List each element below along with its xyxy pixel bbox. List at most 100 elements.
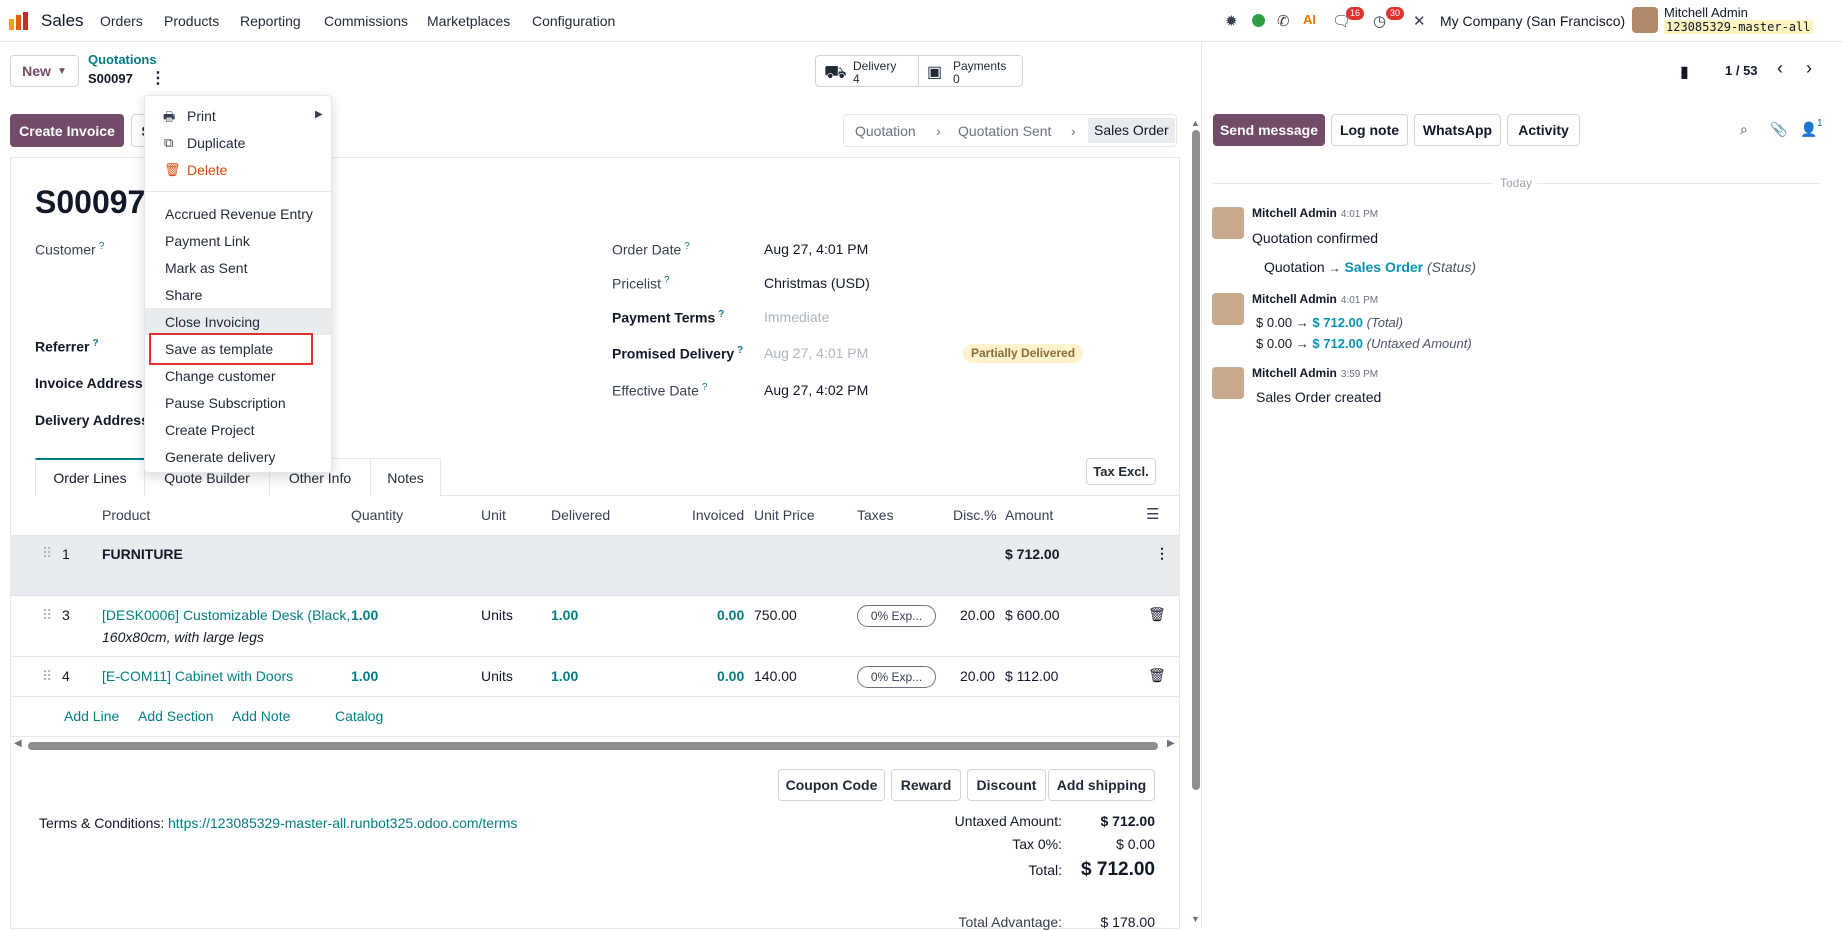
row-tax-tag[interactable]: 0% Exp...	[857, 666, 936, 688]
add-section-link[interactable]: Add Section	[138, 708, 214, 724]
message-author[interactable]: Mitchell Admin 4:01 PM	[1252, 206, 1378, 220]
row-product[interactable]: [DESK0006] Customizable Desk (Black,	[102, 607, 351, 623]
drag-handle-icon[interactable]: ⠿	[42, 545, 53, 561]
scroll-up-icon[interactable]: ▲	[1191, 118, 1200, 128]
row-unit-price[interactable]: 140.00	[754, 668, 797, 684]
help-icon[interactable]: ?	[737, 345, 744, 356]
section-name[interactable]: FURNITURE	[102, 546, 183, 562]
bug-icon[interactable]: ✹	[1225, 13, 1238, 30]
vertical-scrollbar[interactable]	[1192, 130, 1200, 790]
search-icon[interactable]: ⌕	[1740, 121, 1748, 137]
row-discount[interactable]: 20.00	[960, 668, 996, 684]
table-row[interactable]	[10, 596, 1180, 657]
menu-duplicate[interactable]: Duplicate	[187, 135, 246, 151]
status-quotation[interactable]: Quotation	[855, 123, 916, 139]
pager-value[interactable]: 1 / 53	[1725, 63, 1758, 78]
scroll-left-icon[interactable]: ◀	[14, 738, 22, 749]
row-description[interactable]: 160x80cm, with large legs	[102, 629, 264, 645]
trash-icon[interactable]: 🗑	[1148, 667, 1166, 683]
help-icon[interactable]: ?	[701, 382, 708, 393]
row-unit-price[interactable]: 750.00	[754, 607, 797, 623]
row-tax-tag[interactable]: 0% Exp...	[857, 605, 936, 627]
status-sales-order[interactable]: Sales Order	[1088, 118, 1175, 143]
author-avatar[interactable]	[1212, 367, 1244, 399]
reward-button[interactable]: Reward	[891, 769, 961, 801]
company-switcher[interactable]: My Company (San Francisco)	[1440, 13, 1626, 29]
menu-delete[interactable]: Delete	[187, 162, 228, 178]
drag-handle-icon[interactable]: ⠿	[42, 668, 53, 684]
menu-commissions[interactable]: Commissions	[324, 13, 409, 29]
col-unit-price[interactable]: Unit Price	[754, 507, 815, 523]
pager-next-icon[interactable]: ›	[1806, 58, 1812, 78]
effective-date-value[interactable]: Aug 27, 4:02 PM	[764, 382, 869, 398]
col-product[interactable]: Product	[102, 507, 151, 523]
col-delivered[interactable]: Delivered	[551, 507, 611, 523]
gear-actions-icon[interactable]: ⋮	[150, 70, 166, 87]
order-date-value[interactable]: Aug 27, 4:01 PM	[764, 241, 869, 257]
menu-save-as-template[interactable]: Save as template	[165, 341, 274, 357]
author-avatar[interactable]	[1212, 293, 1244, 325]
menu-change-customer[interactable]: Change customer	[165, 368, 276, 384]
row-product[interactable]: [E-COM11] Cabinet with Doors	[102, 668, 294, 684]
app-logo-icon[interactable]	[8, 11, 30, 31]
menu-reporting[interactable]: Reporting	[240, 13, 301, 29]
table-row[interactable]	[10, 657, 1180, 697]
status-quotation-sent[interactable]: Quotation Sent	[958, 123, 1052, 139]
create-invoice-button[interactable]: Create Invoice	[10, 114, 124, 147]
row-unit[interactable]: Units	[481, 668, 513, 684]
user-name[interactable]: Mitchell Admin	[1664, 5, 1748, 20]
section-menu-icon[interactable]: ⋮	[1155, 545, 1169, 561]
row-discount[interactable]: 20.00	[960, 607, 996, 623]
row-unit[interactable]: Units	[481, 607, 513, 623]
col-discount[interactable]: Disc.%	[953, 507, 997, 523]
discount-button[interactable]: Discount	[967, 769, 1046, 801]
send-message-button[interactable]: Send message	[1213, 114, 1325, 146]
add-note-link[interactable]: Add Note	[232, 708, 291, 724]
help-icon[interactable]: ?	[92, 338, 99, 349]
menu-payment-link[interactable]: Payment Link	[165, 233, 250, 249]
drag-handle-icon[interactable]: ⠿	[42, 607, 53, 623]
add-shipping-button[interactable]: Add shipping	[1048, 769, 1155, 801]
col-unit[interactable]: Unit	[481, 507, 506, 523]
col-quantity[interactable]: Quantity	[351, 507, 404, 523]
ai-icon[interactable]: AI	[1303, 12, 1316, 27]
menu-create-project[interactable]: Create Project	[165, 422, 255, 438]
delivery-smart-button[interactable]: ⛟ Delivery 4	[815, 55, 919, 87]
help-icon[interactable]: ?	[718, 309, 725, 320]
payments-smart-button[interactable]: ▣ Payments 0	[918, 55, 1023, 87]
payment-terms-input[interactable]: Immediate	[764, 309, 830, 325]
scroll-right-icon[interactable]: ▶	[1167, 738, 1175, 749]
menu-print[interactable]: Print	[187, 108, 216, 124]
paperclip-icon[interactable]: 📎	[1770, 121, 1788, 137]
menu-pause-subscription[interactable]: Pause Subscription	[165, 395, 286, 411]
terms-link[interactable]: https://123085329-master-all.runbot325.o…	[168, 815, 518, 831]
message-author[interactable]: Mitchell Admin 4:01 PM	[1252, 292, 1378, 306]
row-delivered[interactable]: 1.00	[551, 668, 579, 684]
new-button[interactable]: New ▼	[10, 55, 79, 87]
clock-icon[interactable]: ◷	[1373, 13, 1387, 30]
tools-icon[interactable]: ✕	[1413, 13, 1426, 30]
help-icon[interactable]: ?	[98, 241, 105, 252]
menu-orders[interactable]: Orders	[100, 13, 143, 29]
add-line-link[interactable]: Add Line	[64, 708, 120, 724]
menu-configuration[interactable]: Configuration	[532, 13, 616, 29]
row-quantity[interactable]: 1.00	[351, 668, 379, 684]
app-name[interactable]: Sales	[41, 11, 84, 30]
followers-icon[interactable]: 👤	[1800, 121, 1818, 137]
trash-icon[interactable]: 🗑	[1148, 606, 1166, 622]
phone-icon[interactable]: ✆	[1277, 13, 1290, 30]
author-avatar[interactable]	[1212, 207, 1244, 239]
menu-close-invoicing[interactable]: Close Invoicing	[165, 314, 260, 330]
breadcrumb-parent[interactable]: Quotations	[88, 52, 157, 67]
menu-share[interactable]: Share	[165, 287, 203, 303]
menu-accrued-revenue[interactable]: Accrued Revenue Entry	[165, 206, 313, 222]
log-note-button[interactable]: Log note	[1331, 114, 1408, 146]
col-taxes[interactable]: Taxes	[857, 507, 894, 523]
table-row-section[interactable]	[10, 536, 1180, 596]
col-invoiced[interactable]: Invoiced	[692, 507, 745, 523]
catalog-link[interactable]: Catalog	[335, 708, 384, 724]
pager-prev-icon[interactable]: ‹	[1777, 58, 1783, 78]
tax-excl-button[interactable]: Tax Excl.	[1086, 458, 1156, 485]
scroll-down-icon[interactable]: ▼	[1191, 914, 1200, 924]
menu-generate-delivery[interactable]: Generate delivery	[165, 449, 276, 465]
